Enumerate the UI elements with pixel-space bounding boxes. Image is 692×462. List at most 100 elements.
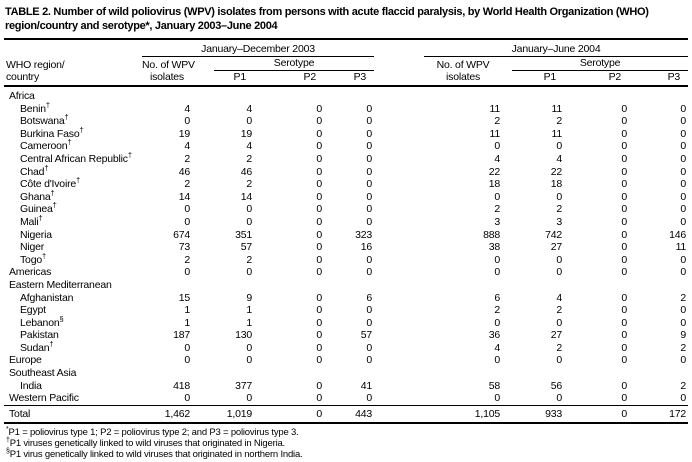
cell-value: 0 [556, 316, 563, 329]
cell-value: 674 [173, 228, 190, 241]
cell-value: 323 [355, 228, 373, 241]
cell-value [324, 86, 374, 103]
row-label: Afghanistan [20, 291, 74, 304]
cell-value: 0 [621, 203, 628, 216]
row-label: Egypt [20, 304, 46, 317]
footnote-marker: † [44, 163, 49, 173]
cell-value: 2 [246, 152, 252, 165]
cell-value: 351 [235, 228, 252, 241]
cell-value: 0 [366, 316, 373, 329]
header-p1-2003: P1 [192, 71, 254, 87]
cell-value [629, 367, 688, 380]
cell-value: 0 [556, 190, 563, 203]
cell-value: 11 [675, 241, 687, 254]
row-label: Americas [9, 266, 52, 279]
cell-value: 2 [556, 304, 563, 317]
cell-value: 0 [564, 404, 630, 425]
table-row: Côte d'Ivoire† 2 2 0 0 18 18 0 0 [4, 176, 688, 191]
cell-value: 0 [316, 316, 322, 329]
cell-value: 4 [494, 341, 501, 354]
footnote-marker: § [59, 314, 64, 324]
footnote-marker: † [52, 200, 57, 210]
row-label: Total [4, 404, 142, 425]
cell-value: 0 [494, 354, 501, 367]
footnote-serotype: *P1 = poliovirus type 1; P2 = poliovirus… [6, 426, 688, 438]
cell-value: 0 [316, 241, 322, 254]
cell-value: 0 [316, 190, 322, 203]
header-serotype-2003: Serotype [192, 57, 375, 71]
cell-value: 0 [184, 354, 190, 367]
table-row: Western Pacific 0 0 0 0 0 0 0 0 [4, 392, 688, 405]
cell-value [254, 367, 324, 380]
cell-value [564, 367, 629, 380]
cell-value: 6 [494, 291, 501, 304]
table-row: Egypt 1 1 0 0 2 2 0 0 [4, 304, 688, 317]
cell-value: 0 [621, 165, 628, 178]
header-group-2003: January–December 2003 [142, 43, 375, 57]
row-label: Lebanon§ [20, 314, 64, 329]
table-row: Botswana† 0 0 0 0 2 2 0 0 [4, 113, 688, 128]
table-row: Togo† 2 2 0 0 0 0 0 0 [4, 251, 688, 267]
cell-value: 1,462 [142, 404, 192, 425]
cell-value: 0 [366, 215, 373, 228]
cell-value: 4 [184, 140, 190, 153]
cell-value: 2 [680, 341, 687, 354]
table-row: Lebanon§ 1 1 0 0 0 0 0 0 [4, 314, 688, 330]
cell-value: 0 [316, 379, 322, 392]
cell-value: 0 [680, 140, 687, 153]
cell-value: 11 [551, 127, 563, 140]
header-p3-2004: P3 [629, 71, 689, 87]
cell-value: 0 [246, 392, 252, 405]
cell-value: 1 [246, 316, 252, 329]
cell-value: 0 [621, 341, 628, 354]
header-p3-2003: P3 [324, 71, 375, 87]
footnote-marker: † [41, 251, 46, 261]
cell-value: 0 [316, 304, 322, 317]
cell-value: 0 [494, 253, 501, 266]
cell-value: 18 [488, 178, 501, 191]
header-serotype-2004-label: Serotype [512, 57, 689, 71]
wpv-table: January–December 2003 January–June 2004 … [4, 43, 689, 425]
cell-value [374, 86, 502, 103]
row-label: Burkina Faso† [20, 125, 84, 140]
cell-value: 172 [629, 404, 689, 425]
cell-value: 0 [366, 203, 373, 216]
cell-value: 46 [178, 165, 190, 178]
cell-value: 0 [316, 266, 322, 279]
cell-value [374, 367, 502, 380]
header-p2-2004: P2 [564, 71, 630, 87]
row-label: Eastern Mediterranean [9, 278, 112, 291]
cell-value [192, 279, 254, 292]
row-label: Mali† [20, 213, 43, 228]
row-label: Central African Republic† [20, 150, 132, 165]
cell-value: 46 [240, 165, 252, 178]
footnotes: *P1 = poliovirus type 1; P2 = poliovirus… [4, 426, 688, 460]
cell-value: 22 [550, 165, 563, 178]
cell-value: 16 [360, 241, 373, 254]
table-row: Cameroon† 4 4 0 0 0 0 0 0 [4, 139, 688, 153]
table-header: January–December 2003 January–June 2004 … [4, 43, 689, 87]
cell-value: 0 [366, 354, 373, 367]
cell-value: 58 [488, 379, 501, 392]
cell-value: 0 [366, 253, 373, 266]
footnote-marker: † [45, 100, 50, 110]
table-row: Burkina Faso† 19 19 0 0 11 11 0 0 [4, 125, 688, 141]
header-group-row: January–December 2003 January–June 2004 [4, 43, 689, 57]
cell-value: 3 [494, 215, 501, 228]
cell-value: 0 [621, 127, 628, 140]
cell-value: 130 [235, 329, 252, 342]
cell-value: 0 [556, 266, 563, 279]
footnote-marker: † [49, 339, 54, 349]
cell-value [629, 279, 688, 292]
cell-value: 11 [489, 102, 501, 115]
cell-value: 4 [246, 140, 252, 153]
cell-value: 146 [669, 228, 687, 241]
cell-value: 4 [556, 152, 563, 165]
table-row: Mali† 0 0 0 0 3 3 0 0 [4, 213, 688, 229]
cell-value: 19 [240, 127, 252, 140]
footnote-text: P1 viruses genetically linked to wild vi… [9, 438, 285, 450]
table-row: Nigeria 674 351 0 323 888 742 0 146 [4, 229, 688, 242]
cell-value: 41 [360, 379, 373, 392]
header-group-2004: January–June 2004 [374, 43, 689, 57]
table-row: Afghanistan 15 9 0 6 6 4 0 2 [4, 292, 688, 305]
